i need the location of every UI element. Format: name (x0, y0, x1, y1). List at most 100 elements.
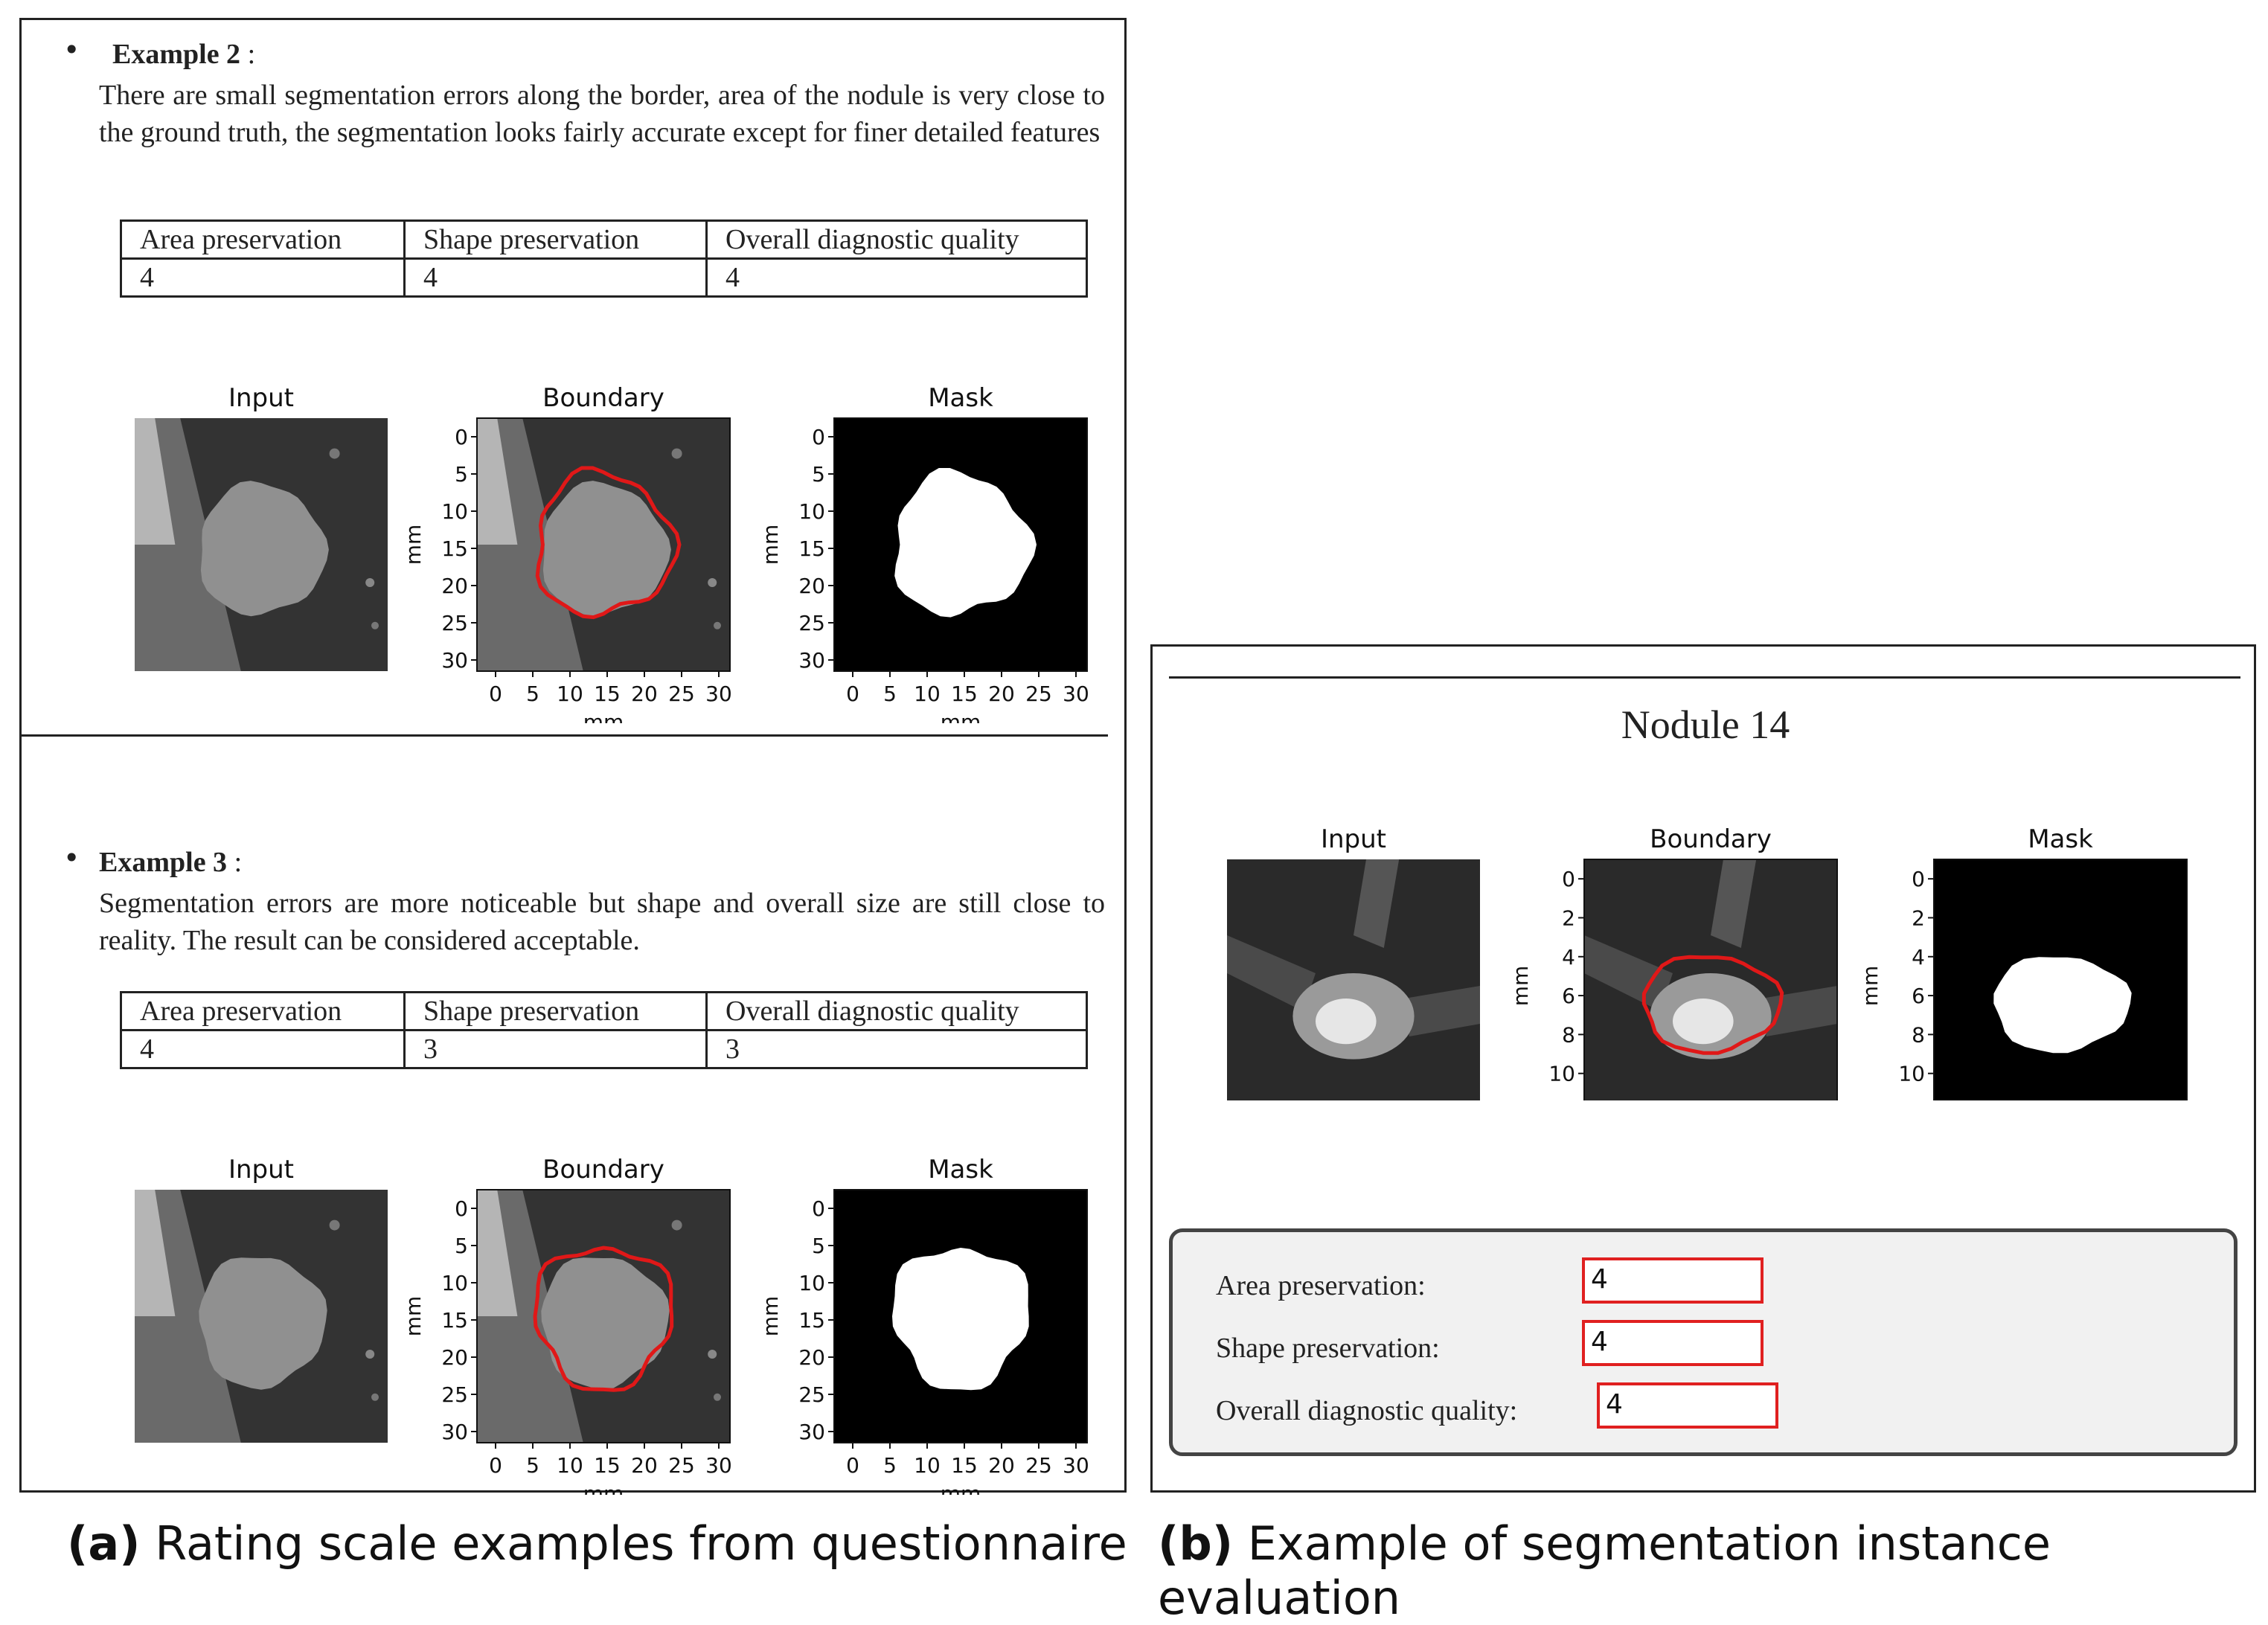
segmentation-boundary (533, 1246, 674, 1392)
example-3-colon: : (227, 847, 243, 878)
axes-frame (833, 417, 1088, 672)
quality-input[interactable]: 4 (1597, 1382, 1778, 1429)
vessel-dot (714, 621, 721, 629)
example-3-heading: Example 3 : (99, 846, 242, 879)
table-cell: 3 (403, 1029, 708, 1069)
vessel-dot (714, 1393, 721, 1401)
y-tick-label: 0 (455, 1196, 468, 1221)
subplot-title: Mask (928, 383, 993, 413)
vessel-dot (329, 1219, 340, 1231)
y-tick-label: 10 (1898, 1062, 1925, 1086)
example-2-colon: : (240, 39, 256, 70)
table-row: 4 4 4 (120, 257, 1088, 298)
example-3-rating-table: Area preservation Shape preservation Ove… (120, 991, 1088, 1069)
segmentation-boundary (1641, 955, 1784, 1055)
vessel-dot (708, 578, 717, 587)
table-cell: 4 (120, 1029, 406, 1069)
y-tick-label: 5 (812, 1234, 825, 1258)
y-tick-label: 10 (1548, 1062, 1575, 1086)
y-axis-label: mm (758, 525, 783, 565)
subplot-input: Input (135, 383, 388, 671)
x-tick-label: 25 (1025, 1453, 1052, 1478)
caption-b-letter: (b) (1158, 1516, 1234, 1571)
shape-input[interactable]: 4 (1582, 1320, 1764, 1366)
x-tick-label: 20 (631, 1453, 658, 1478)
x-tick-label: 30 (705, 1453, 732, 1478)
y-tick-label: 10 (798, 1271, 825, 1295)
subplot-title: Mask (2028, 824, 2093, 854)
y-tick-label: 5 (455, 462, 468, 487)
x-tick-label: 0 (489, 682, 502, 706)
y-tick-label: 20 (798, 574, 825, 598)
rib-highlight (477, 418, 518, 545)
y-tick-label: 6 (1912, 984, 1925, 1008)
shape-label: Shape preservation: (1216, 1333, 1440, 1364)
x-tick-label: 10 (914, 682, 941, 706)
y-tick-label: 15 (441, 1308, 468, 1333)
y-tick-label: 30 (441, 1420, 468, 1444)
nodule (200, 481, 329, 617)
y-axis-label: mm (1508, 966, 1533, 1007)
y-tick-label: 30 (798, 648, 825, 673)
mask-shape (894, 468, 1037, 618)
vessel-dot (708, 1350, 717, 1359)
nodule-core (1316, 999, 1377, 1045)
y-tick-label: 5 (455, 1234, 468, 1258)
vessel-dot (671, 448, 682, 459)
vessel (1711, 859, 1757, 948)
x-tick-label: 5 (883, 682, 897, 706)
axes-frame (833, 1189, 1088, 1443)
table-header-row: Area preservation Shape preservation Ove… (120, 991, 1088, 1031)
panel-b-evaluation: Nodule 14 InputBoundary02468101202468101… (1150, 644, 2256, 1493)
x-tick-label: 5 (526, 682, 539, 706)
y-tick-label: 0 (1912, 867, 1925, 891)
x-tick-label: 0 (846, 1453, 859, 1478)
example-2-title: Example 2 (112, 39, 241, 70)
mask-shape (1993, 957, 2132, 1054)
table-cell: 3 (705, 1029, 1088, 1069)
subplot-title: Boundary (542, 383, 664, 413)
nodule (199, 1257, 327, 1390)
x-axis-label: mm (941, 710, 981, 723)
vessel (1404, 986, 1480, 1036)
x-tick-label: 30 (705, 682, 732, 706)
y-axis-label: mm (401, 1296, 426, 1337)
y-tick-label: 0 (455, 425, 468, 449)
x-tick-label: 30 (1063, 1453, 1089, 1478)
subplot-title: Input (228, 1155, 294, 1185)
area-label: Area preservation: (1216, 1270, 1426, 1301)
y-tick-label: 0 (812, 425, 825, 449)
y-axis-label: mm (1858, 966, 1883, 1007)
table-header-cell: Shape preservation (403, 219, 708, 260)
subplot-input: Input (1227, 824, 1480, 1100)
table-cell: 4 (120, 257, 406, 298)
table-header-cell: Overall diagnostic quality (705, 991, 1088, 1031)
axes-frame (476, 1189, 731, 1443)
caption-a-letter: (a) (67, 1516, 141, 1571)
y-tick-label: 30 (798, 1420, 825, 1444)
y-tick-label: 25 (798, 1382, 825, 1407)
x-tick-label: 20 (988, 682, 1015, 706)
subplot-boundary: Boundary024681012024681012mmmm (1508, 824, 1838, 1100)
vessel-dot (329, 448, 340, 459)
y-tick-label: 25 (441, 1382, 468, 1407)
top-rule (1169, 676, 2240, 679)
example-2-heading: Example 2 : (112, 38, 255, 71)
example-2-rating-table: Area preservation Shape preservation Ove… (120, 219, 1088, 298)
area-input[interactable]: 4 (1582, 1257, 1764, 1304)
axes-frame (1933, 859, 2188, 1100)
nodule-title: Nodule 14 (1621, 702, 1790, 747)
y-tick-label: 0 (1562, 867, 1575, 891)
y-tick-label: 20 (441, 574, 468, 598)
x-tick-label: 20 (988, 1453, 1015, 1478)
vessel-dot (371, 1393, 379, 1401)
nodule (542, 481, 671, 617)
y-axis-label: mm (401, 525, 426, 565)
divider (22, 734, 1108, 737)
vessel (1227, 935, 1316, 1011)
